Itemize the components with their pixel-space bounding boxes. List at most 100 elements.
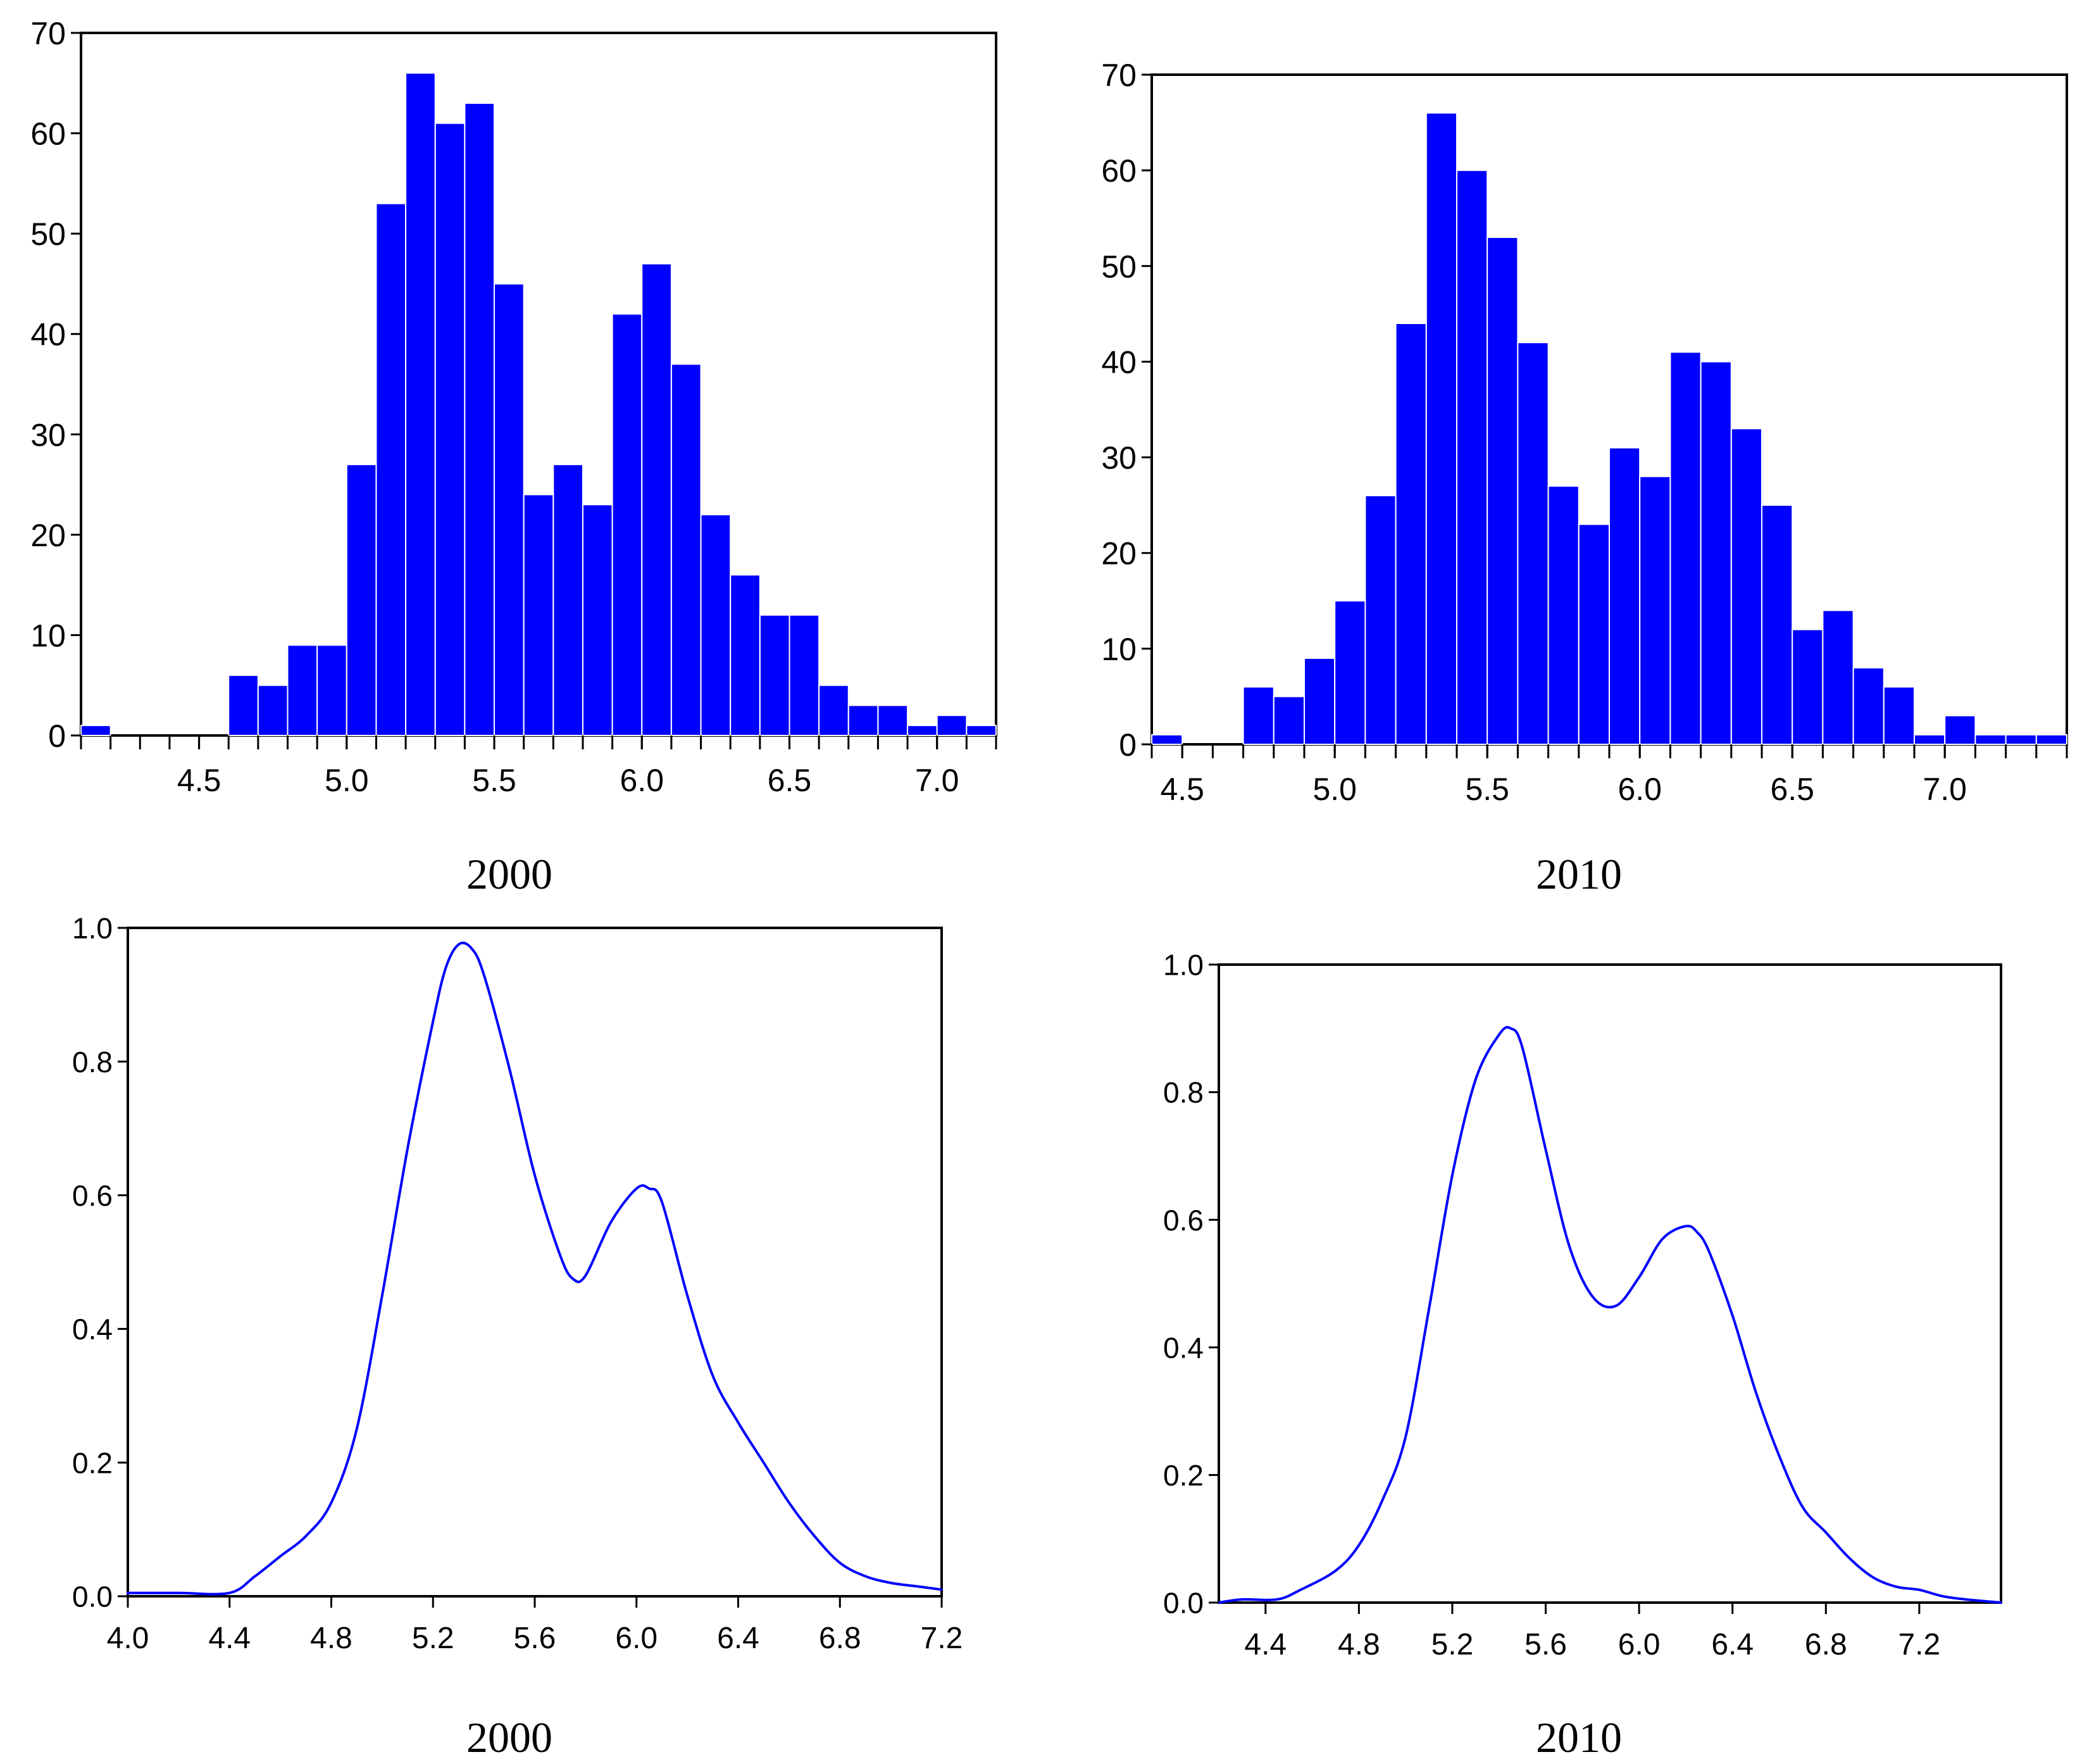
hist-2000-bar (405, 72, 436, 736)
hist-2000-bars (80, 72, 997, 737)
density-2010-x-tick-label: 7.2 (1898, 1628, 1940, 1661)
hist-2010-y-tick-label: 70 (1101, 58, 1137, 93)
hist-2010-bar (2035, 734, 2068, 746)
hist-2000-bar (966, 725, 997, 736)
hist-2010-bar (1761, 504, 1793, 746)
hist-2010-bar (1730, 428, 1763, 745)
density-2010-y-tick-label: 1.0 (1163, 949, 1204, 982)
hist-2000-bar (434, 122, 466, 736)
hist-2000-y-tick-label: 40 (30, 317, 66, 353)
density-2000-x-tick-label: 6.0 (615, 1622, 658, 1655)
density-2000-x-tick-label: 4.0 (107, 1622, 149, 1655)
density-2010-curve (1218, 1025, 2002, 1604)
hist-2010-bar (1914, 734, 1946, 746)
hist-2010-x-tick-label: 7.0 (1923, 772, 1967, 807)
density-2000-y-tick-label: 0.2 (72, 1446, 113, 1479)
density-2010-y-tick-label: 0.6 (1163, 1204, 1204, 1237)
density-2010-frame (1218, 963, 2002, 1604)
hist-2010-bar (1395, 322, 1427, 745)
hist-2000-bar (700, 514, 732, 737)
hist-2010-y-tick-label: 50 (1101, 249, 1137, 284)
hist-2000-bar (523, 494, 554, 737)
hist-2010-axes: 0 10 20 30 40 50 60 70 4.5 5.0 5.5 6.0 6.5 7.0 (1101, 58, 2068, 807)
hist-2010-bar (1792, 629, 1824, 746)
hist-2010-bar (1578, 523, 1611, 745)
hist-2000-bar (494, 283, 525, 736)
density-2010-y-tick-label: 0.2 (1163, 1459, 1204, 1492)
hist-2000-y-tick-label: 10 (30, 618, 66, 653)
density-2010-x-tick-label: 6.8 (1805, 1628, 1847, 1661)
density-2010-x-tick-label: 5.2 (1431, 1628, 1474, 1661)
density-2000-x-tick-label: 4.8 (310, 1622, 352, 1655)
hist-2010-bar (1639, 475, 1671, 745)
hist-2010-bar (1669, 351, 1702, 745)
hist-2010-bar (1151, 734, 1183, 746)
hist-2010-x-tick-label: 6.0 (1618, 772, 1662, 807)
hist-2010-bar (1609, 447, 1641, 745)
hist-2000-bar (552, 463, 583, 736)
hist-2000-bar (877, 704, 909, 737)
hist-2000-bar (759, 614, 790, 737)
hist-2010-bar (1364, 495, 1397, 745)
hist-2010-bar (1242, 686, 1275, 746)
hist-2010-bar (1456, 170, 1488, 745)
density-2010-x-tick-label: 6.4 (1711, 1628, 1754, 1661)
hist-2000-y-tick-label: 60 (30, 116, 66, 152)
density-2000-curve (127, 941, 943, 1596)
density-2010-caption: 2010 (1536, 1713, 1622, 1761)
density-2000-y-tick-label: 0.8 (72, 1046, 113, 1079)
hist-2000-bar (375, 203, 407, 737)
density-2000-panel: 0.0 0.2 0.4 0.6 0.8 1.0 4.0 4.4 4.8 5.2 5.6 6.0 6.4 6… (72, 912, 963, 1761)
density-2000-y-tick-label: 0.6 (72, 1179, 113, 1212)
density-2010-panel: 0.0 0.2 0.4 0.6 0.8 1.0 4.4 4.8 5.2 5.6 6.0 6.4 6.8 7… (1163, 949, 2002, 1761)
density-2000-frame (127, 927, 943, 1598)
density-2010-axes: 0.0 0.2 0.4 0.6 0.8 1.0 4.4 4.8 5.2 5.6 6.0 6.4 6.8 7… (1163, 949, 1940, 1661)
hist-2010-bar (1273, 696, 1306, 746)
hist-2000-y-tick-label: 70 (30, 16, 66, 51)
density-2000-y-tick-label: 0.4 (72, 1313, 113, 1346)
density-2010-y-tick-label: 0.0 (1163, 1587, 1204, 1620)
hist-2000-bar (257, 684, 289, 736)
hist-2010-bars (1151, 112, 2068, 746)
density-2010-y-tick-label: 0.4 (1163, 1331, 1204, 1364)
hist-2000-axes: 0 10 20 30 40 50 60 70 4.5 5.0 5.5 6.0 6.5 7.0 (30, 16, 997, 798)
hist-2010-bar (2005, 734, 2037, 746)
hist-2010-bar (1974, 734, 2007, 746)
hist-2000-bar (582, 504, 613, 736)
hist-2010-y-tick-label: 40 (1101, 344, 1137, 380)
hist-2000-x-tick-label: 7.0 (915, 763, 959, 798)
hist-2010-bar (1334, 600, 1366, 745)
density-2000-x-tick-label: 7.2 (921, 1622, 963, 1655)
density-2010-x-tick-label: 5.6 (1524, 1628, 1567, 1661)
density-2000-x-tick-label: 6.4 (717, 1622, 759, 1655)
hist-2000-bar (316, 644, 347, 736)
density-2000-x-tick-label: 5.6 (514, 1622, 556, 1655)
hist-2010-bar (1822, 610, 1854, 746)
hist-2010-x-tick-label: 5.5 (1465, 772, 1509, 807)
hist-2000-x-tick-label: 6.0 (620, 763, 664, 798)
hist-2000-bar (936, 715, 968, 737)
hist-2010-bar (1547, 485, 1580, 746)
hist-2010-bar (1883, 686, 1916, 746)
hist-2010-y-tick-label: 10 (1101, 632, 1137, 667)
density-2010-x-tick-label: 4.4 (1244, 1628, 1287, 1661)
density-2000-y-tick-label: 0.0 (72, 1580, 113, 1613)
hist-2010-bar (1852, 667, 1885, 745)
density-2010-y-tick-label: 0.8 (1163, 1076, 1204, 1109)
hist-2000-bar (346, 463, 377, 736)
density-2000-y-tick-label: 1.0 (72, 912, 113, 945)
density-2010-x-tick-label: 4.8 (1338, 1628, 1380, 1661)
hist-2010-y-tick-label: 30 (1101, 441, 1137, 476)
hist-2010-bar (1944, 715, 1976, 745)
hist-2000-bar (228, 674, 259, 737)
density-2000-x-tick-label: 5.2 (412, 1622, 454, 1655)
hist-2010-y-tick-label: 20 (1101, 536, 1137, 572)
hist-2010-bar (1425, 112, 1458, 745)
hist-2000-bar (464, 103, 496, 736)
hist-2010-caption: 2010 (1536, 850, 1622, 898)
hist-2000-bar (730, 574, 761, 736)
hist-2000-caption: 2000 (466, 850, 552, 898)
hist-2000-bar (789, 614, 820, 737)
density-2000-axes: 0.0 0.2 0.4 0.6 0.8 1.0 4.0 4.4 4.8 5.2 5.6 6.0 6.4 6… (72, 912, 963, 1655)
